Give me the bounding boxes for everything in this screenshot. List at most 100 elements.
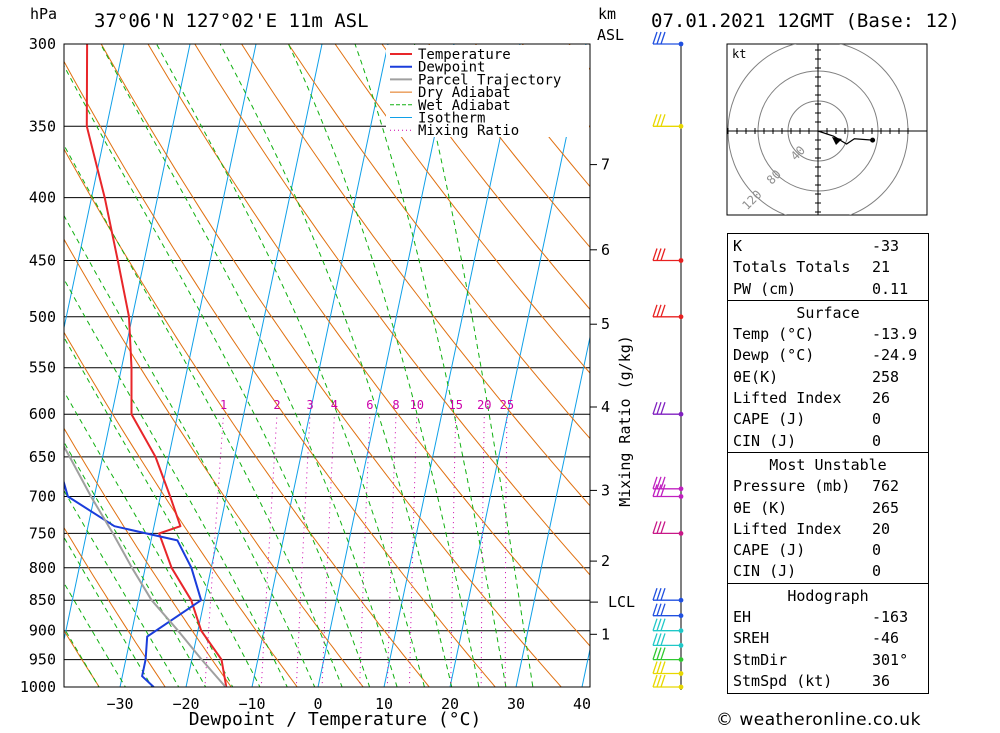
surface-heading: Surface xyxy=(796,303,860,322)
dry-adiabat-line xyxy=(194,44,590,576)
wind-barb-feather xyxy=(652,618,658,631)
index-value: 0 xyxy=(872,541,882,560)
dry-adiabat-line xyxy=(428,44,590,248)
wind-barb-dot xyxy=(678,258,684,263)
dewpoint-line xyxy=(64,479,203,687)
hodograph-plot xyxy=(727,44,927,215)
index-label: Lifted Index xyxy=(733,389,842,408)
mixing-ratio-line xyxy=(450,414,457,687)
dry-adiabat-line xyxy=(64,60,496,687)
isotherm-line xyxy=(581,646,590,687)
wind-barb-feather xyxy=(660,114,666,127)
wind-barb-feather xyxy=(656,647,662,660)
pressure-tick-label: 750 xyxy=(29,524,56,542)
pressure-tick-label: 300 xyxy=(29,35,56,53)
wind-barb-feather xyxy=(656,401,662,415)
index-value: 0.11 xyxy=(872,279,909,298)
indices-panel: K -33 Totals Totals 21 PW (cm) 0.11 Surface… xyxy=(727,233,929,695)
mixing-ratio-label: 8 xyxy=(392,398,399,412)
hodo-row: EH -163 xyxy=(728,607,928,628)
pressure-tick-label: 400 xyxy=(29,189,56,207)
wind-barb-feather xyxy=(656,603,662,616)
surface-row: Temp (°C) -13.9 xyxy=(728,324,928,345)
dry-adiabat-line xyxy=(100,44,562,687)
wind-barb-feather xyxy=(656,587,662,601)
isotherm-line xyxy=(64,44,125,331)
temperature-tick-label: −30 xyxy=(106,695,133,713)
mixing-ratio-label: 1 xyxy=(220,398,227,412)
wind-barb xyxy=(652,661,684,676)
wind-barb xyxy=(652,674,684,690)
height-km-label: 7 xyxy=(601,156,610,174)
temperature-tick-label: −10 xyxy=(238,695,265,713)
index-value: -13.9 xyxy=(872,325,918,344)
hodograph-heading: Hodograph xyxy=(787,586,869,605)
index-row-k: K -33 xyxy=(728,236,928,257)
datetime-title: 07.01.2021 12GMT (Base: 12) xyxy=(651,10,960,32)
credit-link[interactable]: © weatheronline.co.uk xyxy=(716,710,921,730)
mixing-ratio-line xyxy=(295,414,311,687)
dry-adiabat-line xyxy=(241,44,590,507)
wet-adiabat-line xyxy=(413,44,534,687)
wind-barb-feather xyxy=(660,31,666,45)
wind-barb-feather xyxy=(660,476,666,490)
wind-barb-feather xyxy=(652,633,658,646)
mixing-ratio-label: 3 xyxy=(306,398,313,412)
wind-barb-feather xyxy=(652,661,658,674)
wind-barb-dot xyxy=(678,123,684,129)
temperature-line xyxy=(85,44,228,687)
pressure-tick-label: 900 xyxy=(29,622,56,640)
pressure-tick-label: 600 xyxy=(29,405,56,423)
wind-barb-feather xyxy=(660,674,666,688)
wind-barb-dot xyxy=(678,684,684,690)
hpa-unit-label: hPa xyxy=(30,5,58,23)
index-value: -33 xyxy=(872,237,900,255)
surface-row: Dewp (°C) -24.9 xyxy=(728,345,928,366)
wind-barb-feather xyxy=(656,661,662,674)
legend-item-label: Parcel Trajectory xyxy=(418,72,561,88)
wind-barb-feather xyxy=(652,521,658,534)
wind-barb-feather xyxy=(652,476,658,490)
wind-barb xyxy=(652,603,684,619)
wet-adiabat-line xyxy=(354,44,507,687)
wind-barb-feather xyxy=(660,521,666,534)
wet-adiabat-line xyxy=(64,627,100,687)
mixing-ratio-label: 20 xyxy=(477,398,491,412)
index-label: CAPE (J) xyxy=(733,410,806,429)
wind-barb-feather xyxy=(660,647,666,660)
height-km-label: 1 xyxy=(601,625,610,643)
wind-barb-feather xyxy=(652,603,658,616)
legend-item-label: Temperature xyxy=(418,47,511,63)
hodo-row: SREH -46 xyxy=(728,628,928,649)
temperature-tick-label: −20 xyxy=(172,695,199,713)
mu-row: θE (K) 265 xyxy=(728,498,928,519)
legend-item-label: Wet Adiabat xyxy=(418,98,511,114)
wind-barb-feather xyxy=(652,304,658,318)
mixing-ratio-label: 2 xyxy=(273,398,280,412)
index-value: 0 xyxy=(872,431,882,450)
wind-barb xyxy=(652,618,684,634)
wind-barb-feather xyxy=(660,618,666,631)
indices-block-general: K -33 Totals Totals 21 PW (cm) 0.11 xyxy=(728,234,928,300)
wind-barb-dot xyxy=(678,597,684,603)
lcl-label: LCL xyxy=(608,593,635,611)
index-value: 265 xyxy=(872,498,900,517)
index-label: Dewp (°C) xyxy=(733,346,815,365)
mu-row: Pressure (mb) 762 xyxy=(728,476,928,497)
temperature-tick-label: 30 xyxy=(507,695,525,713)
isotherm-line xyxy=(251,44,389,687)
index-value: -24.9 xyxy=(872,346,918,365)
wind-barb xyxy=(652,484,684,499)
index-label: K xyxy=(733,237,743,255)
most-unstable-heading: Most Unstable xyxy=(769,455,887,474)
mu-row: Lifted Index 20 xyxy=(728,519,928,540)
wind-barb xyxy=(652,633,684,648)
isotherm-line xyxy=(515,334,590,687)
storm-motion-arrow xyxy=(832,137,842,145)
index-label: Temp (°C) xyxy=(733,325,815,344)
x-axis-label: Dewpoint / Temperature (°C) xyxy=(188,709,482,730)
mixing-ratio-label: 4 xyxy=(331,398,338,412)
surface-row: Lifted Index 26 xyxy=(728,388,928,409)
legend-box xyxy=(386,45,589,137)
